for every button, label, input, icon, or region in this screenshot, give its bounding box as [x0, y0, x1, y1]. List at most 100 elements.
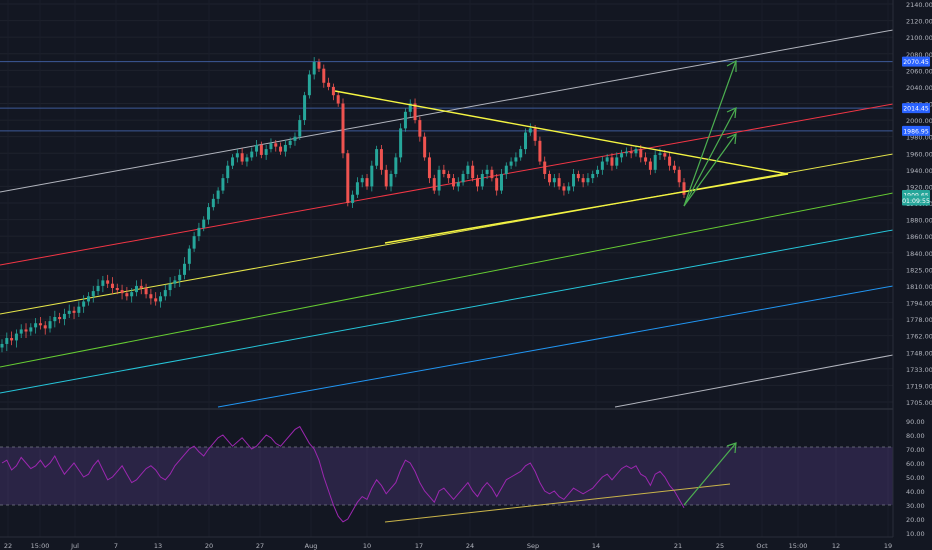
rsi-tick-label: 30.00 [906, 502, 925, 510]
candle-body [158, 296, 162, 302]
candle-body [187, 248, 191, 264]
candle-body [403, 111, 407, 129]
candle-body [653, 154, 657, 170]
candle [524, 128, 528, 155]
candle-body [91, 291, 95, 297]
candle [34, 318, 38, 334]
candle-body [226, 165, 230, 179]
candle [528, 123, 532, 136]
time-tick-label: 10 [363, 542, 371, 550]
price-tick-label: 2040.00 [906, 84, 932, 92]
candle-body [53, 317, 57, 322]
candle [533, 125, 537, 146]
candle-body [144, 287, 148, 295]
candle [466, 161, 470, 179]
vertical-gridlines [7, 0, 889, 537]
candle-body [408, 103, 412, 112]
candle-body [125, 293, 129, 297]
price-tick-label: 2060.00 [906, 67, 932, 75]
candle [355, 177, 359, 199]
candle-body [231, 157, 235, 166]
candle-body [624, 151, 628, 154]
candle-body [211, 198, 215, 208]
candle [259, 141, 263, 159]
candle [53, 310, 57, 328]
candle-body [620, 153, 624, 158]
price-tick-label: 1778.00 [906, 316, 932, 324]
candle-body [548, 173, 552, 183]
candle [91, 285, 95, 303]
candle [293, 132, 297, 146]
candle-body [307, 74, 311, 96]
candle [418, 116, 422, 142]
rsi-tick-label: 70.00 [906, 446, 925, 454]
candle [72, 306, 76, 320]
candle-body [557, 178, 561, 187]
triangle-pattern [334, 90, 789, 244]
candle-body [456, 182, 460, 187]
candle-body [62, 313, 66, 320]
candle-body [346, 153, 350, 203]
candle [639, 144, 643, 163]
price-tick-label: 1733.00 [906, 366, 932, 374]
candle [255, 139, 259, 157]
candle [173, 275, 177, 288]
candle [451, 173, 455, 190]
triangle-upper-line [334, 90, 789, 175]
candle-body [303, 95, 307, 121]
candle [591, 170, 595, 184]
candle-body [298, 120, 302, 137]
candle-body [427, 157, 431, 179]
rsi-tick-label: 50.00 [906, 474, 925, 482]
candle-body [58, 317, 62, 320]
candle-body [423, 136, 427, 158]
price-tick-label: 1705.00 [906, 399, 932, 407]
candle [303, 91, 307, 126]
time-tick-label: Sep [527, 542, 539, 550]
candle [408, 99, 412, 117]
candle-body [538, 140, 542, 162]
candle-body [475, 178, 479, 187]
candle-body [255, 144, 259, 152]
candle [437, 165, 441, 196]
candle-body [331, 86, 335, 96]
candle-body [471, 165, 475, 179]
candle [572, 169, 576, 192]
candle [586, 173, 590, 186]
time-tick-label: 25 [716, 542, 724, 550]
candle [43, 321, 47, 335]
candle-body [154, 298, 158, 302]
candle [624, 147, 628, 157]
candle-body [82, 301, 86, 307]
rsi-axis: 90.00 80.00 70.00 60.00 50.00 40.00 30.00 20.00… [906, 418, 925, 538]
candle-body [572, 173, 576, 187]
arrow-to-2070 [683, 60, 737, 207]
candle [538, 136, 542, 165]
rsi-tick-label: 60.00 [906, 460, 925, 468]
candle-body [5, 338, 9, 344]
y-axis-panel [893, 0, 932, 550]
candle-body [14, 333, 18, 341]
candle-body [197, 227, 201, 237]
price-badge: 1986.95 [902, 125, 930, 136]
candle-body [279, 146, 283, 152]
arrow-head-2070 [726, 59, 737, 72]
time-tick-label: 7 [114, 542, 118, 550]
candle [240, 148, 244, 165]
candle-body [644, 157, 648, 162]
candle [38, 317, 42, 330]
candle [288, 137, 292, 149]
candle [207, 203, 211, 225]
price-tick-label: 1825.00 [906, 266, 932, 274]
candle [346, 149, 350, 207]
candle-body [370, 165, 374, 187]
price-tick-label: 1810.00 [906, 283, 932, 291]
candle-body [0, 343, 4, 348]
candle-body [672, 165, 676, 170]
candle [14, 329, 18, 348]
candle-body [163, 290, 167, 297]
candle-body [543, 161, 547, 174]
candle-body [552, 178, 556, 183]
candle-body [355, 182, 359, 195]
